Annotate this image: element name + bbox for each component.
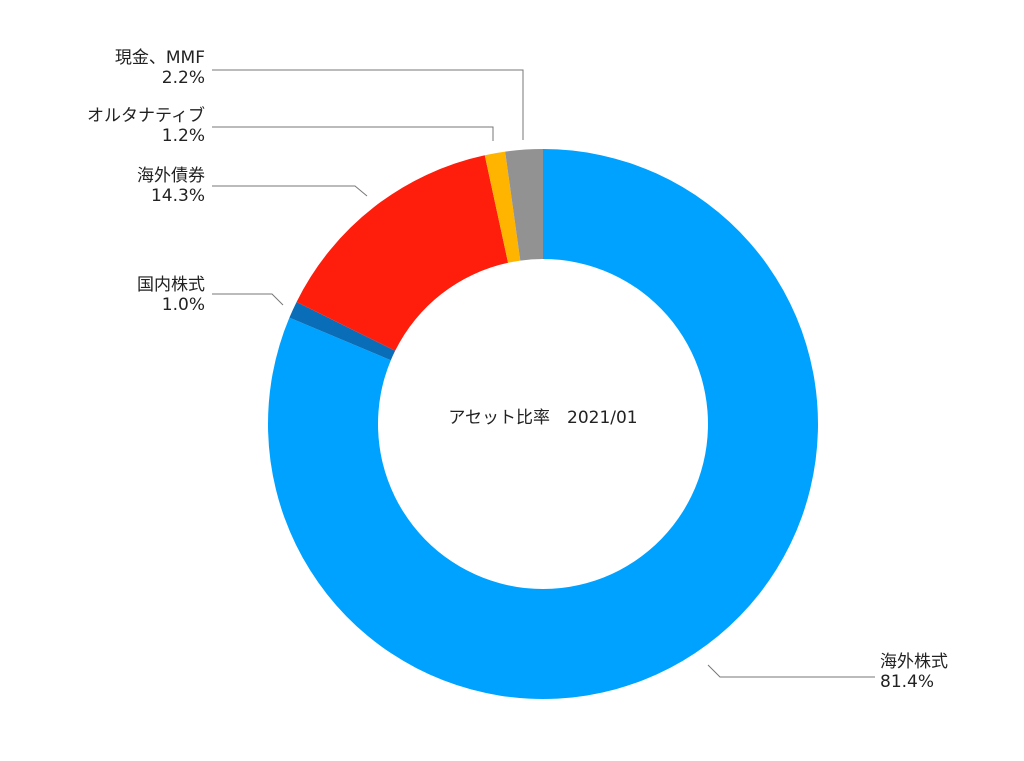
leader-line — [212, 293, 284, 306]
slice-value-label: 2.2% — [162, 68, 205, 88]
donut-slice — [484, 151, 521, 263]
leader-line — [212, 126, 494, 141]
slice-label: 国内株式 — [137, 275, 205, 295]
slice-label: 現金、MMF — [115, 48, 205, 68]
slice-label: 海外債券 — [137, 166, 205, 186]
donut-slice — [505, 149, 543, 261]
slice-value-label: 14.3% — [151, 186, 205, 206]
donut-slice — [289, 301, 396, 361]
leader-line — [707, 664, 875, 678]
slice-value-label: 1.0% — [162, 295, 205, 315]
donut-slice — [296, 155, 509, 351]
leader-line — [212, 185, 368, 197]
slice-value-label: 1.2% — [162, 126, 205, 146]
slice-label: オルタナティブ — [87, 105, 205, 126]
chart-title: アセット比率 2021/01 — [448, 408, 637, 428]
leader-line — [212, 69, 524, 140]
donut-slice — [267, 149, 818, 700]
slice-value-label: 81.4% — [880, 672, 934, 692]
slice-label: 海外株式 — [880, 652, 948, 672]
